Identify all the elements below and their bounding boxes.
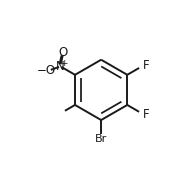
Text: N: N: [56, 60, 65, 73]
Text: +: +: [60, 59, 67, 68]
Text: Br: Br: [95, 134, 107, 143]
Text: F: F: [143, 59, 150, 72]
Text: −O: −O: [37, 64, 56, 77]
Text: O: O: [58, 46, 67, 59]
Text: F: F: [143, 108, 150, 121]
